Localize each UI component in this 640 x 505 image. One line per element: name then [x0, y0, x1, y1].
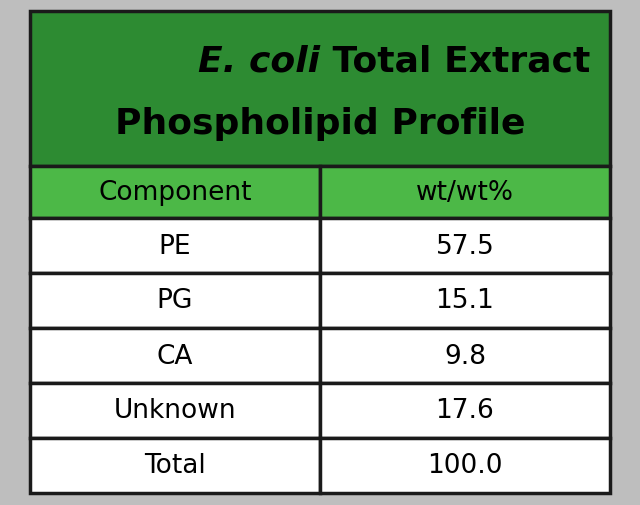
- Text: 9.8: 9.8: [444, 343, 486, 369]
- Bar: [30, 167, 320, 219]
- Text: Unknown: Unknown: [114, 398, 236, 424]
- Text: 100.0: 100.0: [428, 452, 503, 479]
- Text: CA: CA: [157, 343, 193, 369]
- Text: 15.1: 15.1: [436, 288, 494, 314]
- Bar: [320, 167, 610, 219]
- Bar: [320, 219, 610, 274]
- Bar: [320, 274, 610, 328]
- Text: Phospholipid Profile: Phospholipid Profile: [115, 107, 525, 140]
- Bar: [320, 438, 610, 493]
- Bar: [30, 383, 320, 438]
- Text: Component: Component: [99, 180, 252, 206]
- Text: E. coli: E. coli: [198, 44, 320, 78]
- Bar: [320, 328, 610, 383]
- Text: PG: PG: [157, 288, 193, 314]
- Bar: [30, 219, 320, 274]
- Text: Total Extract: Total Extract: [320, 44, 590, 78]
- Bar: [320, 383, 610, 438]
- Text: wt/wt%: wt/wt%: [416, 180, 514, 206]
- Bar: [30, 12, 610, 167]
- Text: PE: PE: [159, 233, 191, 259]
- Text: Total: Total: [144, 452, 206, 479]
- Text: 57.5: 57.5: [436, 233, 494, 259]
- Text: 17.6: 17.6: [436, 398, 494, 424]
- Bar: [30, 438, 320, 493]
- Bar: [30, 328, 320, 383]
- Bar: [30, 274, 320, 328]
